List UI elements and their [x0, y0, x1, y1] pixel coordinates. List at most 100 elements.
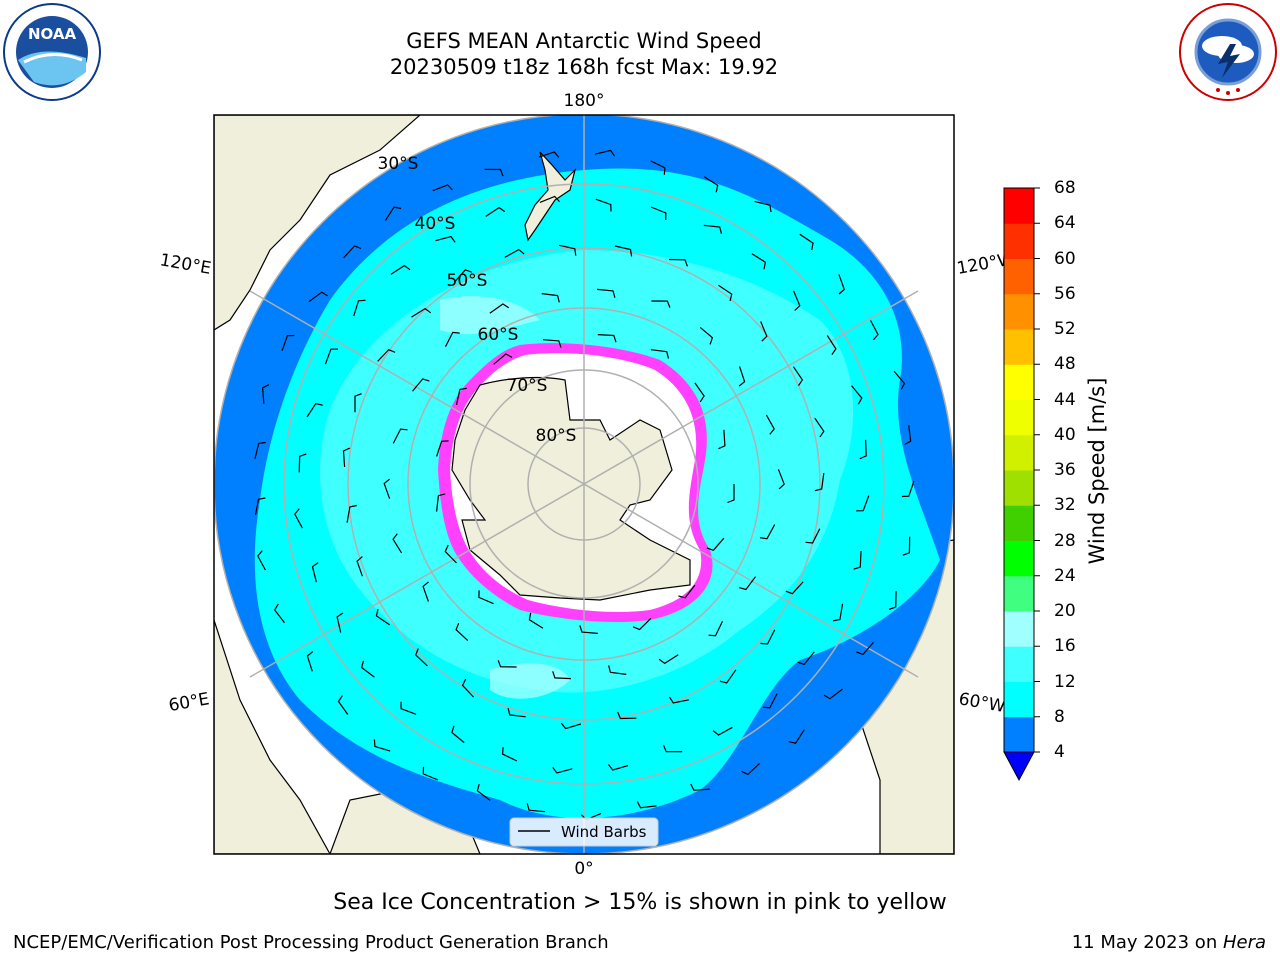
wind-barb — [526, 803, 546, 813]
wind-barb — [760, 629, 776, 645]
wind-barb — [436, 440, 449, 457]
wind-barb — [294, 508, 303, 529]
colorbar-segment — [1004, 540, 1034, 577]
wind-barb — [793, 290, 801, 311]
wind-barb — [832, 603, 844, 622]
wind-barb — [435, 235, 456, 243]
wind-barb — [904, 425, 912, 446]
wind-barb — [668, 258, 688, 267]
wind-barb — [444, 331, 460, 347]
wind-barb — [823, 688, 843, 700]
chart-title: GEFS MEAN Antarctic Wind Speed — [406, 29, 762, 53]
wind-barb — [738, 366, 746, 387]
wind-barb — [432, 184, 453, 192]
wind-barb — [608, 665, 627, 675]
wind-barb — [497, 660, 517, 668]
wind-barb — [373, 739, 391, 752]
colorbar-segment — [1004, 470, 1034, 506]
wind-barb — [343, 245, 362, 259]
colorbar-tick-label: 36 — [1054, 460, 1076, 480]
wind-barb — [261, 384, 270, 404]
wind-barb — [805, 528, 821, 544]
wind-barb — [384, 206, 402, 221]
wind-barb — [436, 493, 446, 512]
new-zealand — [524, 151, 577, 242]
graticule — [214, 115, 954, 854]
colorbar-tick-label: 12 — [1054, 671, 1076, 692]
wind-barb — [504, 248, 525, 258]
lat-label-50s: 50°S — [447, 271, 488, 291]
wind-barb — [346, 504, 357, 523]
colorbar-tick-label: 28 — [1054, 530, 1076, 551]
wind-barb — [859, 439, 867, 460]
wind-barb — [762, 693, 778, 709]
wind-barb — [422, 766, 439, 781]
wind-barb — [541, 293, 560, 303]
wind-barb — [651, 300, 671, 308]
wind-barb — [597, 334, 617, 343]
colorbar-segment — [1004, 575, 1034, 612]
wind-barb — [703, 224, 723, 234]
wind-barb — [414, 648, 428, 667]
wind-barb — [375, 608, 391, 626]
lat-label-40s: 40°S — [415, 214, 456, 234]
wind-barb — [856, 495, 870, 512]
wind-barb — [579, 625, 598, 634]
wind-barb — [311, 562, 319, 583]
wind-barb — [759, 524, 776, 540]
colorbar-label: Wind Speed [m/s] — [1085, 377, 1109, 565]
wind-barb — [741, 762, 761, 776]
wind-barb — [390, 264, 411, 275]
wind-barb — [703, 176, 719, 193]
colorbar-segment — [1004, 188, 1034, 224]
wind-barb — [668, 696, 690, 704]
lat-label-60s: 60°S — [478, 325, 519, 345]
wind-barb — [608, 764, 629, 771]
wind-barb — [538, 151, 560, 158]
wind-barb — [254, 441, 266, 460]
wind-barb — [552, 671, 571, 680]
wind-barb — [765, 414, 775, 435]
wind-barb — [455, 387, 467, 406]
wind-barb — [739, 576, 756, 591]
lon-label-60e: 60°E — [167, 689, 211, 716]
wind-barb — [777, 469, 785, 490]
colorbar-segment — [1004, 223, 1034, 259]
wind-barb — [552, 766, 573, 774]
wind-barb — [392, 428, 408, 444]
wind-barb — [257, 550, 266, 571]
wind-barb — [785, 581, 804, 595]
wind-barb — [718, 429, 726, 450]
wind-barb — [902, 536, 911, 556]
wind-barb — [306, 651, 314, 672]
wind-barb — [788, 729, 805, 744]
wind-barb — [650, 349, 670, 359]
colorbar-under-arrow — [1003, 751, 1035, 782]
wind-barb — [489, 303, 510, 314]
map-frame — [213, 114, 955, 855]
wind-barb — [754, 200, 772, 213]
wind-barb — [485, 206, 506, 217]
colorbar — [996, 180, 1056, 800]
wind-barb — [799, 233, 814, 251]
wind-barb — [273, 603, 285, 624]
wind-barb — [727, 484, 735, 504]
wind-barb — [542, 339, 562, 348]
wind-barb — [377, 348, 396, 362]
wind-barb — [893, 370, 906, 390]
colorbar-tick-label: 40 — [1054, 424, 1076, 445]
wind-barb — [636, 801, 657, 809]
wind-barb — [650, 160, 666, 175]
wind-barb — [658, 654, 679, 665]
wind-barb — [694, 382, 705, 403]
wind-barb — [595, 198, 612, 212]
nws-logo — [1178, 2, 1278, 102]
wind-barb — [306, 403, 323, 418]
colorbar-segment — [1004, 681, 1034, 718]
colorbar-tick-label: 20 — [1054, 601, 1076, 621]
colorbar-segment — [1004, 293, 1034, 330]
wind-barb — [392, 533, 403, 554]
wind-barb — [422, 581, 429, 602]
wind-barb — [719, 669, 737, 684]
